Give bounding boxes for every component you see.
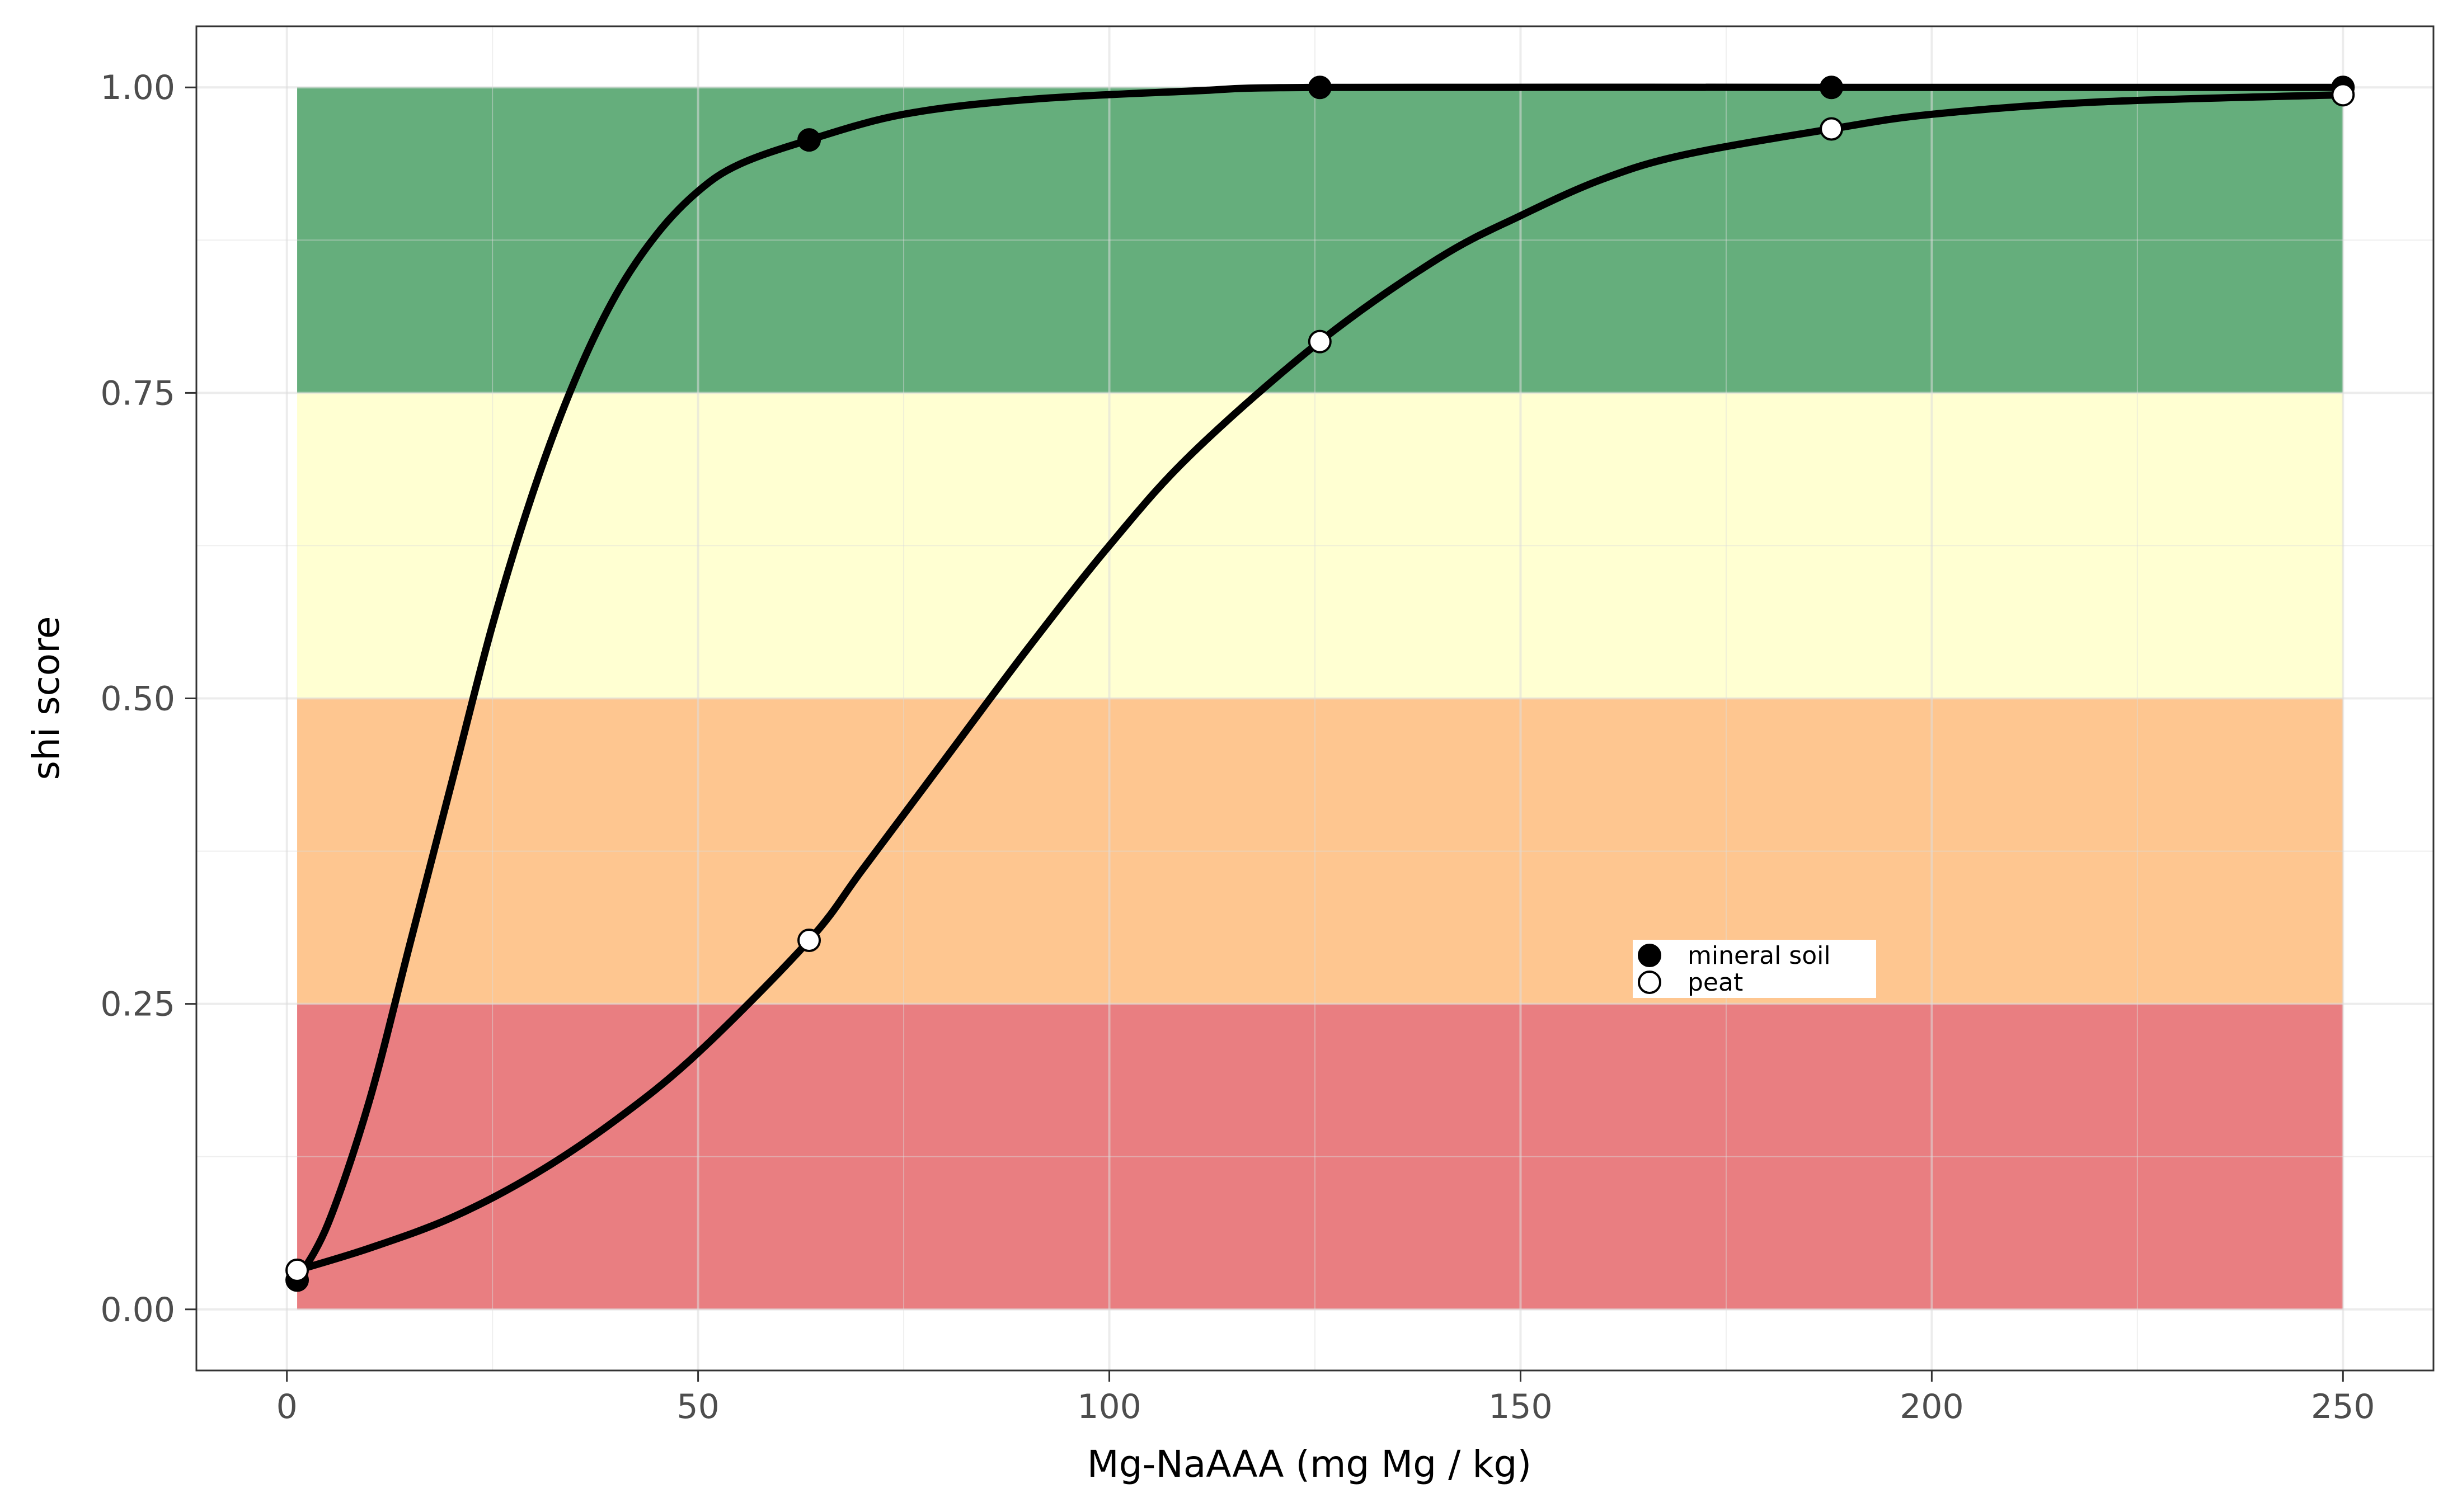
y-axis-ticks: 0.00 0.25 0.50 0.75 1.00 xyxy=(100,68,196,1330)
x-tick-label: 100 xyxy=(1077,1387,1141,1426)
point-mineral-soil xyxy=(797,128,821,152)
y-axis-title: shi score xyxy=(25,616,68,780)
point-peat xyxy=(2331,83,2355,107)
point-mineral-soil xyxy=(1820,76,1844,100)
y-tick-label: 0.25 xyxy=(100,985,175,1024)
y-tick-label: 0.00 xyxy=(100,1290,175,1330)
x-tick-label: 250 xyxy=(2311,1387,2375,1426)
point-peat xyxy=(1308,329,1332,354)
score-band-0 xyxy=(297,1004,2343,1310)
legend-key-peat xyxy=(1638,971,1661,994)
x-tick-label: 200 xyxy=(1900,1387,1964,1426)
x-tick-label: 0 xyxy=(276,1387,298,1426)
legend-key-mineral-soil xyxy=(1638,944,1661,967)
x-tick-label: 50 xyxy=(676,1387,719,1426)
x-tick-label: 150 xyxy=(1488,1387,1553,1426)
point-peat xyxy=(285,1258,309,1282)
legend-label-mineral-soil: mineral soil xyxy=(1688,941,1831,970)
legend: mineral soil peat xyxy=(1633,940,1876,998)
legend-label-peat: peat xyxy=(1688,968,1743,997)
legend-background xyxy=(1633,940,1876,998)
y-tick-label: 1.00 xyxy=(100,68,175,107)
point-peat xyxy=(797,929,821,953)
y-tick-label: 0.75 xyxy=(100,374,175,413)
point-peat xyxy=(1820,117,1844,141)
data-points xyxy=(285,76,2355,1292)
point-mineral-soil xyxy=(1308,76,1332,100)
fitted-curves xyxy=(293,83,2347,1284)
score-band-1 xyxy=(297,698,2343,1004)
x-axis-title: Mg-NaAAA (mg Mg / kg) xyxy=(1087,1443,1531,1486)
curve-peat xyxy=(293,91,2347,1274)
y-tick-label: 0.50 xyxy=(100,680,175,719)
score-band-2 xyxy=(297,393,2343,699)
curve-mineral-soil xyxy=(293,83,2347,1284)
x-axis-ticks: 0 50 100 150 200 250 xyxy=(276,1370,2375,1426)
